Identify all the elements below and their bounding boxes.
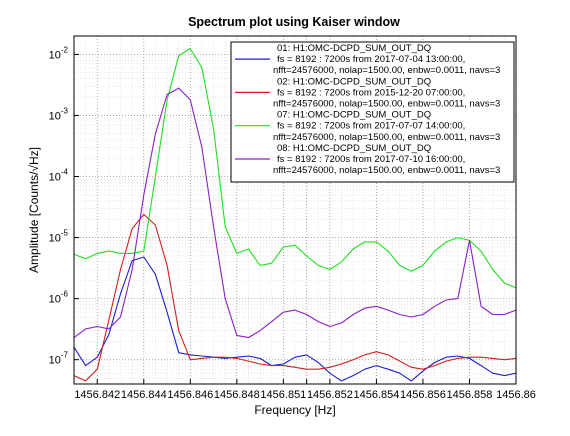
plot-frame xyxy=(73,35,517,385)
x-tick-label: 1456.852 xyxy=(307,389,353,401)
y-axis-label: Amplitude [Counts/√Hz] xyxy=(27,147,41,273)
legend-text: nfft=24576000, nolap=1500.00, enbw=0.001… xyxy=(273,132,500,143)
y-tick-label: 10-7 xyxy=(49,351,69,367)
x-tick-label: 1456.842 xyxy=(74,389,120,401)
x-tick-label: 1456.856 xyxy=(400,389,446,401)
legend-text: fs = 8192 : 7200s from 2017-07-10 16:00:… xyxy=(277,154,465,165)
y-tick-label: 10-5 xyxy=(49,229,69,245)
y-tick-label: 10-2 xyxy=(49,45,69,61)
x-tick-label: 1456.846 xyxy=(167,389,213,401)
legend-text: 08: H1:OMC-DCPD_SUM_OUT_DQ xyxy=(277,143,431,154)
series-line-4 xyxy=(73,87,517,339)
series-layer xyxy=(73,47,517,382)
series-line-3 xyxy=(73,47,517,289)
legend-text: fs = 8192 : 7200s from 2015-12-20 07:00:… xyxy=(277,87,465,98)
x-axis-ticks: 1456.842 1456.844 1456.846 1456.848 1456.851… xyxy=(74,379,536,401)
legend-text: nfft=24576000, nolap=1500.00, enbw=0.001… xyxy=(273,65,500,76)
y-tick-label: 10-6 xyxy=(49,290,69,306)
y-tick-label: 10-3 xyxy=(49,106,69,122)
legend-text: fs = 8192 : 7200s from 2017-07-07 14:00:… xyxy=(277,121,465,132)
x-tick-label: 1456.854 xyxy=(353,389,399,401)
chart-title: Spectrum plot using Kaiser window xyxy=(188,15,400,29)
legend-text: nfft=24576000, nolap=1500.00, enbw=0.001… xyxy=(273,99,500,110)
legend-text: 02: H1:OMC-DCPD_SUM_OUT_DQ xyxy=(277,76,431,87)
legend-text: 01: H1:OMC-DCPD_SUM_OUT_DQ xyxy=(277,43,431,54)
series-line-1 xyxy=(73,256,517,382)
legend-text: nfft=24576000, nolap=1500.00, enbw=0.001… xyxy=(273,165,500,176)
x-tick-label: 1456.858 xyxy=(447,389,493,401)
x-tick-label: 1456.844 xyxy=(121,389,167,401)
y-axis-ticks: 10-7 10-6 10-5 10-4 10-3 10-2 xyxy=(49,45,79,367)
x-tick-label: 1456.851 xyxy=(260,389,306,401)
legend-box xyxy=(230,41,515,183)
y-tick-label: 10-4 xyxy=(49,168,69,184)
legend-text: 07: H1:OMC-DCPD_SUM_OUT_DQ xyxy=(277,110,431,121)
x-tick-label: 1456.848 xyxy=(214,389,260,401)
series-line-2 xyxy=(73,213,517,382)
x-tick-label: 1456.86 xyxy=(496,389,536,401)
legend-text: fs = 8192 : 7200s from 2017-07-04 13:00:… xyxy=(277,54,465,65)
x-axis-label: Frequency [Hz] xyxy=(254,403,335,417)
